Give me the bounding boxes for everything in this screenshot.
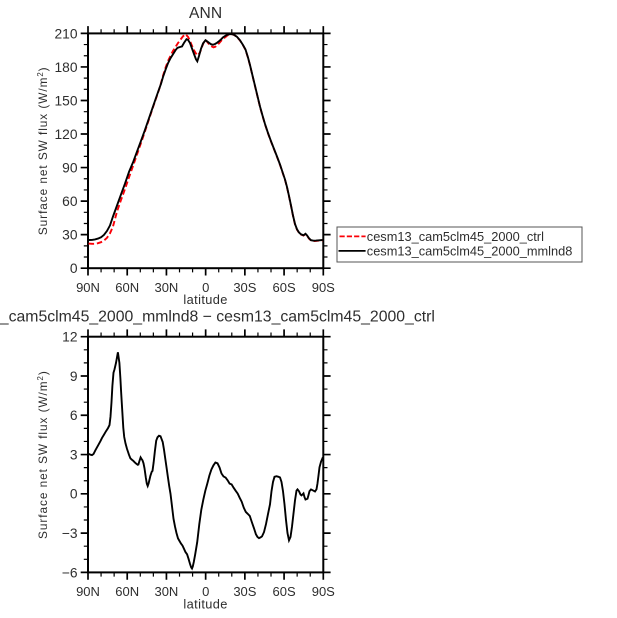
- svg-text:0: 0: [202, 280, 209, 295]
- svg-text:latitude: latitude: [183, 292, 227, 307]
- svg-text:30: 30: [62, 228, 78, 243]
- svg-text:9: 9: [70, 369, 78, 384]
- svg-text:3: 3: [70, 447, 78, 462]
- svg-text:0: 0: [202, 584, 209, 599]
- svg-text:60N: 60N: [115, 584, 139, 599]
- svg-text:−3: −3: [62, 526, 78, 541]
- svg-text:0: 0: [70, 487, 78, 502]
- svg-text:90S: 90S: [312, 280, 335, 295]
- svg-text:150: 150: [54, 93, 77, 108]
- svg-text:−6: −6: [62, 565, 78, 580]
- svg-text:cesm13_cam5clm45_2000_mmlnd8 −: cesm13_cam5clm45_2000_mmlnd8 − cesm13_ca…: [0, 309, 435, 326]
- svg-text:60S: 60S: [273, 280, 296, 295]
- svg-text:30N: 30N: [154, 584, 178, 599]
- svg-text:6: 6: [70, 408, 78, 423]
- svg-text:Surface net SW flux (W/m2): Surface net SW flux (W/m2): [36, 66, 50, 235]
- svg-text:cesm13_cam5clm45_2000_ctrl: cesm13_cam5clm45_2000_ctrl: [367, 229, 544, 244]
- svg-text:90: 90: [62, 161, 78, 176]
- svg-text:30N: 30N: [154, 280, 178, 295]
- svg-text:120: 120: [54, 127, 77, 142]
- svg-text:Surface net SW flux (W/m2): Surface net SW flux (W/m2): [36, 370, 50, 539]
- svg-text:60N: 60N: [115, 280, 139, 295]
- svg-text:60S: 60S: [273, 584, 296, 599]
- svg-text:90S: 90S: [312, 584, 335, 599]
- svg-text:90N: 90N: [76, 280, 100, 295]
- svg-text:180: 180: [54, 60, 77, 75]
- svg-text:ANN: ANN: [189, 5, 222, 22]
- svg-text:210: 210: [54, 26, 77, 41]
- svg-text:12: 12: [62, 330, 77, 345]
- svg-text:60: 60: [62, 194, 78, 209]
- svg-text:cesm13_cam5clm45_2000_mmlnd8: cesm13_cam5clm45_2000_mmlnd8: [367, 243, 573, 258]
- svg-text:30S: 30S: [233, 280, 256, 295]
- svg-text:0: 0: [70, 261, 78, 276]
- svg-text:90N: 90N: [76, 584, 100, 599]
- svg-text:latitude: latitude: [183, 597, 227, 612]
- svg-text:30S: 30S: [233, 584, 256, 599]
